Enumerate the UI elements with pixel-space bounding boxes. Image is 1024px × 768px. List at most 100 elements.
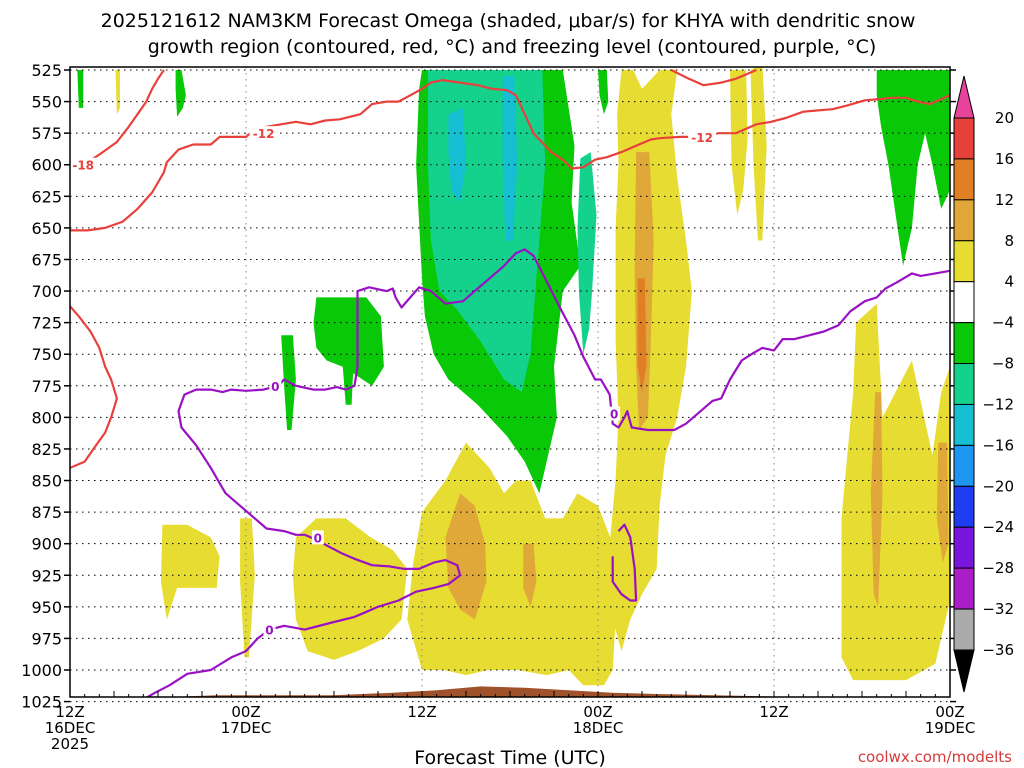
y-tick-label: 550 — [31, 93, 62, 112]
colorbar-label: 12 — [995, 191, 1014, 209]
y-axis: 525 550 575 600 625 650 675 700 725 750 775 800 825 8… — [21, 61, 956, 712]
y-tick-label: 575 — [31, 124, 62, 143]
y-tick-label: 925 — [31, 566, 62, 585]
colorbar-label: 20 — [995, 109, 1014, 127]
y-tick-label: 750 — [31, 345, 62, 364]
red-contour-label-0: -18 — [72, 159, 94, 173]
colorbar-bin — [953, 117, 975, 160]
omega-region-16 — [407, 442, 616, 686]
colorbar-bin — [953, 485, 975, 528]
colorbar-bin — [953, 199, 975, 242]
y-tick-label: 950 — [31, 598, 62, 617]
freezing-level-contours: 0 0 0 0 — [145, 248, 950, 697]
red-contour-1 — [70, 78, 950, 232]
omega-region-17 — [445, 493, 487, 620]
y-tick-label: 725 — [31, 314, 62, 333]
omega-region-7 — [598, 70, 609, 115]
red-contour-3 — [670, 68, 757, 87]
omega-region-18 — [523, 543, 537, 607]
omega-region-24 — [870, 392, 883, 607]
colorbar-label: −36 — [982, 641, 1014, 659]
chart-title-line2: growth region (contoured, red, °C) and f… — [148, 36, 877, 58]
colorbar-bin — [953, 403, 975, 446]
purple-contour-label-0: 0 — [271, 380, 279, 394]
colorbar: 20 16 12 8 4 −4 −8 −12 −16 −20 −24 −28 −32 −36 — [953, 75, 1014, 693]
omega-region-0 — [77, 70, 84, 108]
y-tick-label: 600 — [31, 156, 62, 175]
colorbar-label: −12 — [982, 395, 1014, 413]
purple-contour-label-3-bg — [608, 406, 621, 421]
colorbar-bin — [953, 281, 975, 324]
y-tick-label: 800 — [31, 408, 62, 427]
y-tick-label: 975 — [31, 629, 62, 648]
credit-text: coolwx.com/modelts — [858, 748, 1012, 766]
x-tick-label: 00Z — [583, 703, 612, 721]
omega-region-14 — [637, 278, 647, 393]
colorbar-bin — [953, 444, 975, 487]
x-tick-label: 16DEC — [45, 719, 96, 737]
y-tick-label: 875 — [31, 503, 62, 522]
omega-region-5 — [448, 107, 466, 203]
x-tick-label: 17DEC — [221, 719, 272, 737]
x-tick-label: 12Z — [407, 703, 436, 721]
y-tick-label: 775 — [31, 377, 62, 396]
colorbar-label: −20 — [982, 477, 1014, 495]
y-tick-label: 900 — [31, 535, 62, 554]
x-tick-label: 2025 — [51, 735, 89, 753]
colorbar-bin — [953, 363, 975, 405]
dendritic-growth-contours: -18 -12 -12 — [70, 68, 950, 469]
x-tick-label: 12Z — [55, 703, 84, 721]
red-contour-label-2-bg — [688, 129, 717, 144]
omega-region-22 — [750, 67, 767, 241]
purple-contour-label-2: 0 — [265, 624, 273, 638]
y-tick-label: 1000 — [21, 661, 62, 680]
red-contour-label-0-bg — [70, 157, 98, 172]
colorbar-label: −28 — [982, 559, 1014, 577]
colorbar-label: 8 — [1004, 232, 1014, 250]
omega-region-20 — [240, 518, 255, 658]
x-tick-label: 18DEC — [573, 719, 624, 737]
purple-contour-label-0-bg — [269, 378, 282, 393]
x-tick-label: 19DEC — [925, 719, 976, 737]
y-tick-label: 700 — [31, 282, 62, 301]
y-tick-label: 650 — [31, 219, 62, 238]
omega-region-2 — [115, 70, 120, 115]
red-contour-2 — [70, 305, 119, 469]
chart-title-line1: 2025121612 NAM3KM Forecast Omega (shaded… — [101, 10, 916, 32]
x-axis-title: Forecast Time (UTC) — [414, 747, 605, 768]
colorbar-bin — [953, 240, 975, 283]
purple-contour-0 — [145, 248, 950, 697]
x-tick-label: 00Z — [231, 703, 260, 721]
colorbar-label: −24 — [982, 518, 1014, 536]
red-contour-label-1: -12 — [253, 127, 275, 141]
omega-shading — [77, 67, 950, 686]
colorbar-bottom-arrow — [953, 649, 975, 693]
colorbar-label: −8 — [992, 355, 1014, 373]
omega-region-1 — [175, 70, 186, 117]
omega-region-6 — [502, 76, 518, 241]
colorbar-label: −4 — [992, 314, 1014, 332]
purple-contour-label-1-bg — [311, 530, 324, 545]
purple-contour-label-3: 0 — [610, 408, 618, 422]
y-tick-label: 675 — [31, 250, 62, 269]
omega-region-25 — [936, 442, 949, 563]
colorbar-bin — [953, 608, 975, 651]
x-tick-label: 00Z — [935, 703, 964, 721]
omega-region-19 — [160, 524, 220, 620]
colorbar-top-arrow — [953, 75, 975, 119]
y-tick-label: 850 — [31, 472, 62, 491]
red-contour-label-1-bg — [249, 126, 278, 141]
omega-region-8 — [876, 70, 950, 266]
colorbar-bin — [953, 158, 975, 201]
omega-region-12 — [609, 70, 692, 652]
omega-region-9 — [577, 152, 597, 355]
colorbar-bin — [953, 526, 975, 569]
colorbar-label: 4 — [1004, 273, 1014, 291]
purple-contour-1 — [611, 523, 638, 602]
y-tick-label: 625 — [31, 187, 62, 206]
colorbar-label: −32 — [982, 600, 1014, 618]
colorbar-bin — [953, 322, 975, 365]
y-tick-label: 525 — [31, 61, 62, 80]
